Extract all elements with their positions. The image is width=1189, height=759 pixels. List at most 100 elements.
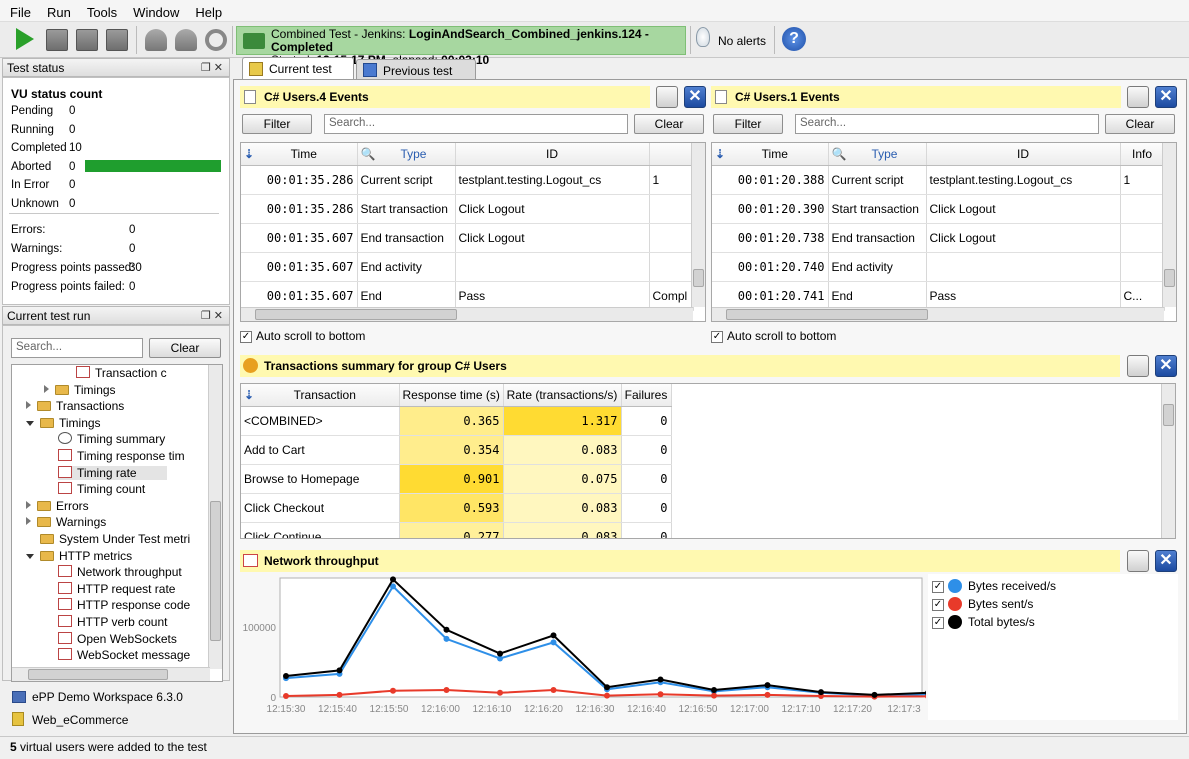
- autoscroll-checkbox[interactable]: ✓ Auto scroll to bottom: [240, 329, 366, 343]
- checkbox-icon[interactable]: ✓: [932, 598, 944, 611]
- tab-current-test-run[interactable]: Current test run: [242, 57, 354, 90]
- expand-icon[interactable]: [26, 401, 31, 410]
- settings-icon[interactable]: [656, 86, 678, 108]
- close-icon[interactable]: ✕: [1155, 355, 1177, 377]
- events-clear-button[interactable]: Clear: [634, 114, 704, 134]
- tree-clear-button[interactable]: Clear: [149, 338, 221, 358]
- sort-icon[interactable]: ⇣: [244, 146, 255, 161]
- project-label[interactable]: Web_eCommerce: [12, 712, 128, 727]
- tree-item[interactable]: Timing rate: [58, 465, 167, 480]
- legend-item[interactable]: ✓ Total bytes/s: [932, 615, 1035, 629]
- alerts-bulb-icon[interactable]: [696, 27, 710, 47]
- column-header[interactable]: ⇣ Time: [241, 143, 358, 166]
- abort-icon[interactable]: [106, 29, 128, 51]
- checkbox-icon[interactable]: ✓: [932, 580, 944, 593]
- close-icon[interactable]: ✕: [1155, 550, 1177, 572]
- table-row[interactable]: 00:01:35.286 Start transaction Click Logou…: [241, 194, 694, 224]
- table-row[interactable]: 00:01:20.741 End Pass C...: [712, 281, 1165, 311]
- tree-item[interactable]: Errors: [26, 499, 89, 513]
- tree-item[interactable]: Transaction c: [76, 366, 167, 380]
- tree-item[interactable]: WebSocket message: [58, 648, 190, 662]
- table-row[interactable]: Click Continue 0.277 0.083 0: [241, 522, 672, 538]
- close-icon[interactable]: ✕: [1155, 86, 1177, 108]
- tree-item[interactable]: Timing response tim: [58, 449, 185, 463]
- results-tree[interactable]: Transaction c Timings Transactions Timings T…: [11, 364, 223, 682]
- tree-item[interactable]: Timing count: [58, 482, 145, 496]
- close-icon[interactable]: ✕: [684, 86, 706, 108]
- column-header[interactable]: Rate (transactions/s): [503, 384, 622, 407]
- events-scrollbar-h[interactable]: [712, 307, 1164, 321]
- column-header[interactable]: [649, 143, 694, 166]
- table-row[interactable]: 00:01:35.607 End transaction Click Logout: [241, 223, 694, 253]
- tree-item[interactable]: Open WebSockets: [58, 631, 177, 646]
- column-header[interactable]: ID: [455, 143, 650, 166]
- menu-help[interactable]: Help: [195, 5, 223, 20]
- tree-item[interactable]: Timing summary: [58, 432, 165, 446]
- column-header[interactable]: ⇣ Time: [712, 143, 829, 166]
- tree-item[interactable]: HTTP request rate: [58, 581, 175, 596]
- tree-item[interactable]: Warnings: [26, 515, 106, 529]
- table-row[interactable]: 00:01:35.607 End activity: [241, 252, 694, 282]
- column-header[interactable]: ID: [926, 143, 1121, 166]
- column-header[interactable]: Failures: [621, 384, 672, 407]
- events-scrollbar-v[interactable]: [691, 143, 705, 307]
- expand-icon[interactable]: [44, 384, 49, 393]
- column-header[interactable]: 🔍 Type: [357, 143, 456, 166]
- column-header[interactable]: Response time (s): [399, 384, 504, 407]
- checkbox-icon[interactable]: ✓: [711, 330, 723, 343]
- tree-item[interactable]: Network throughput: [58, 565, 182, 579]
- column-header[interactable]: Info: [1120, 143, 1165, 166]
- legend-item[interactable]: ✓ Bytes sent/s: [932, 597, 1033, 611]
- restore-window-icon[interactable]: ❐ ✕: [200, 62, 223, 74]
- settings-icon[interactable]: [1127, 86, 1149, 108]
- tree-item[interactable]: HTTP metrics: [26, 549, 132, 563]
- tree-item[interactable]: Timings: [26, 416, 101, 430]
- collapse-icon[interactable]: [26, 553, 34, 559]
- table-row[interactable]: Browse to Homepage 0.901 0.075 0: [241, 464, 672, 494]
- column-header[interactable]: ⇣ Transaction: [241, 384, 400, 407]
- menu-window[interactable]: Window: [133, 5, 180, 20]
- events-search-input[interactable]: Search...: [795, 114, 1099, 134]
- remove-user-icon[interactable]: [175, 29, 197, 51]
- filter-button[interactable]: Filter: [713, 114, 783, 134]
- transactions-scrollbar[interactable]: [1161, 384, 1175, 538]
- stop-icon[interactable]: [46, 29, 68, 51]
- events-search-input[interactable]: Search...: [324, 114, 628, 134]
- column-header[interactable]: 🔍 Type: [828, 143, 927, 166]
- sort-icon[interactable]: ⇣: [715, 146, 726, 161]
- sort-icon[interactable]: ⇣: [244, 387, 255, 402]
- table-row[interactable]: 00:01:20.740 End activity: [712, 252, 1165, 282]
- tree-item[interactable]: HTTP verb count: [58, 615, 167, 629]
- tree-search-input[interactable]: Search...: [11, 338, 143, 358]
- events-scrollbar-v[interactable]: [1162, 143, 1176, 307]
- settings-icon[interactable]: [1127, 355, 1149, 377]
- table-row[interactable]: 00:01:35.607 End Pass Compl: [241, 281, 694, 311]
- table-row[interactable]: 00:01:20.390 Start transaction Click Logou…: [712, 194, 1165, 224]
- events-scrollbar-h[interactable]: [241, 307, 693, 321]
- table-row[interactable]: <COMBINED> 0.365 1.317 0: [241, 406, 672, 436]
- table-row[interactable]: Add to Cart 0.354 0.083 0: [241, 435, 672, 465]
- table-row[interactable]: Click Checkout 0.593 0.083 0: [241, 493, 672, 523]
- tree-item[interactable]: HTTP response code: [58, 598, 190, 612]
- checkbox-icon[interactable]: ✓: [932, 616, 944, 629]
- menu-run[interactable]: Run: [46, 5, 71, 20]
- tree-item[interactable]: Transactions: [26, 399, 124, 413]
- collapse-icon[interactable]: [26, 420, 34, 426]
- search-icon[interactable]: 🔍: [360, 146, 376, 161]
- tree-item[interactable]: Timings: [44, 383, 116, 397]
- table-row[interactable]: 00:01:20.388 Current script testplant.test…: [712, 165, 1165, 195]
- stop-all-icon[interactable]: [76, 29, 98, 51]
- menu-tools[interactable]: Tools: [86, 5, 118, 20]
- tree-item[interactable]: System Under Test metri: [40, 532, 190, 546]
- tree-scrollbar-h[interactable]: [12, 667, 210, 681]
- search-icon[interactable]: 🔍: [831, 146, 847, 161]
- expand-icon[interactable]: [26, 500, 31, 509]
- table-row[interactable]: 00:01:35.286 Current script testplant.test…: [241, 165, 694, 195]
- help-icon[interactable]: ?: [782, 27, 806, 51]
- table-row[interactable]: 00:01:20.738 End transaction Click Logout: [712, 223, 1165, 253]
- filter-button[interactable]: Filter: [242, 114, 312, 134]
- checkbox-icon[interactable]: ✓: [240, 330, 252, 343]
- legend-item[interactable]: ✓ Bytes received/s: [932, 579, 1056, 593]
- workspace-label[interactable]: ePP Demo Workspace 6.3.0: [12, 690, 183, 704]
- refresh-users-icon[interactable]: [205, 29, 227, 51]
